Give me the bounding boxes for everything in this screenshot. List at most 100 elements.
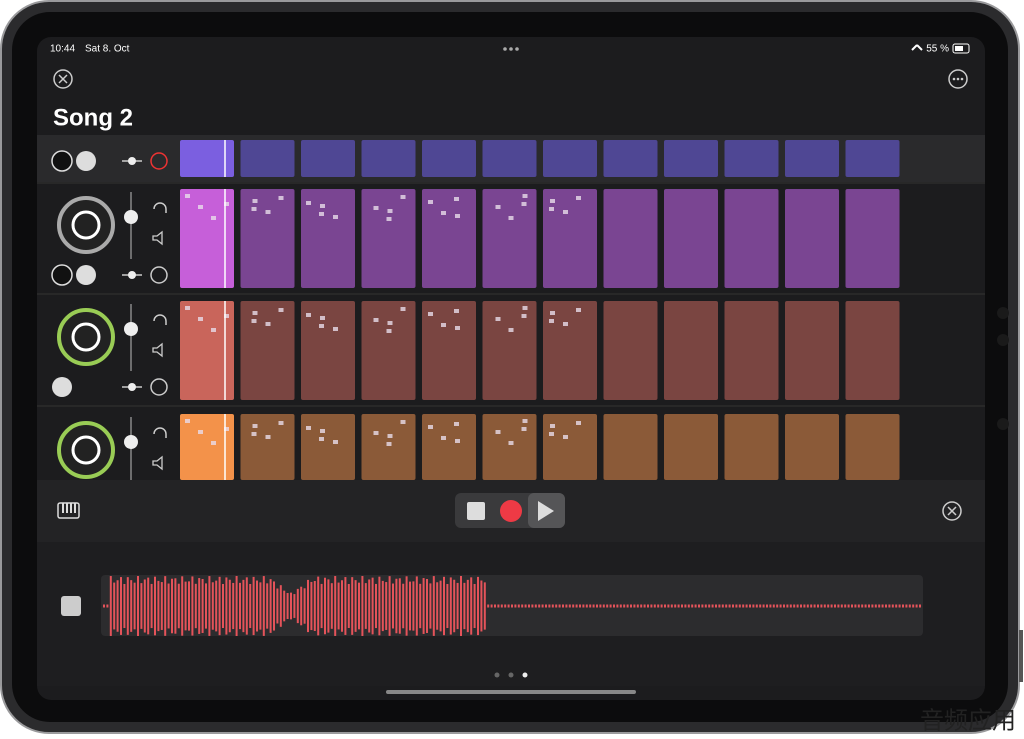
clip-cell xyxy=(785,189,839,288)
battery-level xyxy=(955,46,963,51)
wave-bar xyxy=(361,576,364,636)
wave-bar xyxy=(188,581,190,631)
note xyxy=(441,436,446,440)
wave-bar xyxy=(218,576,221,636)
wave-bar xyxy=(273,581,275,631)
wave-bar xyxy=(681,604,683,608)
wave-bar xyxy=(235,576,238,636)
wave-bar xyxy=(426,579,428,633)
close-button[interactable] xyxy=(53,69,73,89)
wave-bar xyxy=(779,604,782,608)
side-button xyxy=(1019,630,1023,682)
more-button[interactable] xyxy=(948,69,968,89)
clip-cell xyxy=(240,189,295,288)
wave-bar xyxy=(337,582,340,630)
wave-bar xyxy=(293,594,296,618)
wave-bar xyxy=(415,576,418,636)
wave-bar xyxy=(735,604,738,608)
wave-bar xyxy=(147,577,150,635)
wave-bar xyxy=(616,604,619,608)
wave-bar xyxy=(205,583,207,629)
wave-bar xyxy=(259,582,262,630)
wave-bar xyxy=(857,604,860,608)
note xyxy=(550,199,555,203)
note xyxy=(508,328,514,332)
wave-bar xyxy=(422,578,425,634)
wave-bar xyxy=(290,592,292,620)
wave-bar xyxy=(888,604,891,608)
instrument-icon xyxy=(57,308,115,366)
wave-bar xyxy=(256,580,258,632)
wave-bar xyxy=(871,604,874,608)
note xyxy=(387,209,393,213)
stop-button[interactable] xyxy=(467,502,485,520)
clip-cell xyxy=(240,301,295,400)
close-panel-button[interactable] xyxy=(942,501,962,521)
keyboard-button[interactable] xyxy=(57,502,80,519)
wave-bar xyxy=(412,581,415,631)
wave-bar xyxy=(902,604,904,608)
note xyxy=(521,202,527,206)
wave-bar xyxy=(810,604,813,608)
pan-knob xyxy=(128,157,136,165)
note xyxy=(400,307,406,311)
note xyxy=(563,435,568,439)
sensor xyxy=(997,307,1009,319)
note xyxy=(265,210,271,214)
record-arm xyxy=(150,152,168,170)
headphones-icon xyxy=(153,314,167,325)
recorder-stop[interactable] xyxy=(61,596,81,616)
wave-bar xyxy=(109,576,112,636)
note xyxy=(400,420,406,424)
note xyxy=(278,196,284,200)
play-button[interactable] xyxy=(538,501,554,521)
wave-bar xyxy=(262,576,265,636)
wave-bar xyxy=(687,604,690,608)
wave-bar xyxy=(711,604,714,608)
instrument-icon-inner xyxy=(71,210,101,240)
wave-bar xyxy=(378,576,381,636)
wave-bar xyxy=(405,576,408,636)
input-button xyxy=(51,264,73,286)
add-button xyxy=(76,151,96,171)
wave-bar xyxy=(150,583,153,629)
note xyxy=(455,439,460,443)
note xyxy=(373,318,379,322)
wave-bar xyxy=(143,579,146,633)
wave-bar xyxy=(623,604,626,608)
clip-cell xyxy=(845,140,900,177)
wave-bar xyxy=(388,576,391,636)
clip-cell xyxy=(180,301,234,400)
wave-bar xyxy=(490,604,493,608)
wave-bar xyxy=(592,604,595,608)
wave-bar xyxy=(534,604,537,608)
sensor xyxy=(997,418,1009,430)
status-date: Sat 8. Oct xyxy=(85,44,130,55)
wave-bar xyxy=(664,604,666,608)
clip-cell xyxy=(482,301,537,400)
wave-bar xyxy=(834,604,836,608)
note xyxy=(428,200,433,204)
clip-cell xyxy=(240,414,295,480)
clip-cell xyxy=(301,414,355,480)
wave-bar xyxy=(579,604,581,608)
wave-bar xyxy=(123,583,126,629)
wave-bar xyxy=(728,604,731,608)
wave-bar xyxy=(504,604,507,608)
wave-bar xyxy=(715,604,717,608)
wave-bar xyxy=(786,604,789,608)
add-button xyxy=(52,377,72,397)
wave-bar xyxy=(667,604,670,608)
clip-cell xyxy=(724,189,779,288)
record-button[interactable] xyxy=(500,500,522,522)
note xyxy=(185,194,190,198)
wave-bar xyxy=(827,604,830,608)
note xyxy=(550,311,555,315)
note xyxy=(428,425,433,429)
note xyxy=(387,434,393,438)
wave-bar xyxy=(653,604,656,608)
clip-cell xyxy=(845,189,900,288)
note xyxy=(251,432,257,436)
wave-bar xyxy=(358,582,360,630)
clip-cell xyxy=(301,301,355,400)
